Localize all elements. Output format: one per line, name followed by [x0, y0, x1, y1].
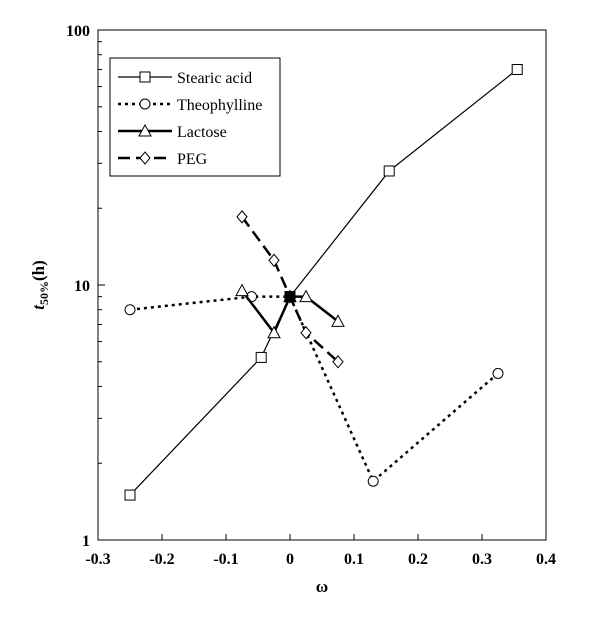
legend-label-lactose: Lactose — [177, 124, 227, 141]
shared-center-point — [284, 291, 296, 303]
y-axis-title: t50%(h) — [29, 260, 51, 310]
data-point-theophylline — [124, 304, 136, 316]
legend-marker-theophylline — [139, 98, 151, 110]
x-tick-label: -0.3 — [85, 551, 110, 568]
x-tick-label: 0 — [286, 551, 294, 568]
y-tick-label: 10 — [74, 278, 90, 295]
x-axis-title: ω — [316, 577, 328, 596]
y-tick-label: 100 — [66, 23, 90, 40]
legend-marker-lactose — [138, 123, 152, 137]
x-tick-label: -0.1 — [213, 551, 238, 568]
data-point-peg — [268, 253, 280, 268]
data-point-theophylline — [492, 367, 504, 379]
data-point-theophylline — [367, 475, 379, 487]
legend-marker-peg — [139, 151, 151, 165]
legend-label-stearic-acid: Stearic acid — [177, 70, 252, 87]
data-point-stearic-acid — [255, 351, 267, 363]
series-peg — [236, 210, 344, 369]
x-tick-label: -0.2 — [149, 551, 174, 568]
x-tick-label: 0.2 — [408, 551, 428, 568]
data-point-stearic-acid — [124, 489, 136, 501]
series-layer — [124, 64, 523, 501]
data-point-peg — [236, 210, 248, 224]
data-point-lactose — [331, 314, 345, 327]
data-point-lactose — [235, 283, 249, 297]
data-point-lactose — [267, 325, 281, 339]
y-tick-label: 1 — [82, 533, 90, 550]
data-point-peg — [332, 354, 344, 369]
series-line-theophylline — [129, 295, 499, 483]
x-tick-label: 0.3 — [472, 551, 492, 568]
legend: Stearic acid Theophylline Lactose PEG — [109, 57, 281, 177]
x-tick-label: 0.1 — [344, 551, 364, 568]
legend-box — [109, 57, 281, 177]
series-theophylline — [124, 291, 504, 487]
data-point-stearic-acid — [383, 165, 395, 177]
data-point-lactose — [299, 289, 313, 303]
y-axis-title-unit: (h) — [29, 260, 48, 281]
legend-marker-stearic-acid — [139, 71, 151, 83]
y-axis-title-sub: 50% — [37, 281, 51, 305]
data-point-peg — [300, 325, 312, 340]
series-line-peg — [240, 216, 339, 363]
data-point-stearic-acid — [511, 64, 523, 75]
legend-label-theophylline: Theophylline — [177, 97, 262, 114]
axes: -0.3 -0.2 -0.1 0 0.1 0.2 0.3 0.4 1 10 100 ω t50%(h) — [29, 23, 556, 596]
x-tick-label: 0.4 — [536, 551, 556, 568]
legend-label-peg: PEG — [177, 151, 208, 168]
y-axis-title-main: t — [29, 304, 48, 310]
